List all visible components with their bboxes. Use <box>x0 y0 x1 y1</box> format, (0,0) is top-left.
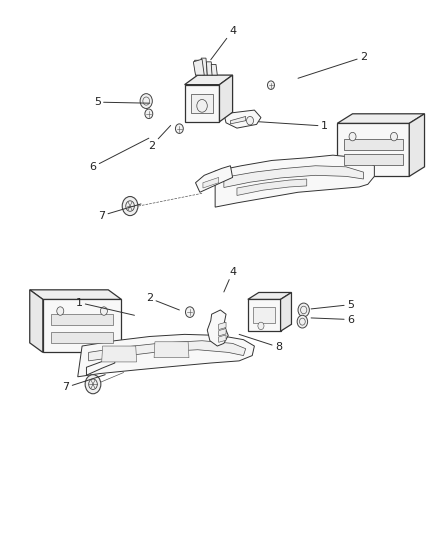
Polygon shape <box>343 139 402 150</box>
Circle shape <box>185 307 194 317</box>
Polygon shape <box>218 328 226 336</box>
Text: 2: 2 <box>146 293 179 310</box>
Circle shape <box>297 303 309 317</box>
Polygon shape <box>253 308 275 323</box>
Polygon shape <box>280 293 291 331</box>
Polygon shape <box>184 85 219 122</box>
Circle shape <box>122 197 138 216</box>
Polygon shape <box>247 293 291 300</box>
Text: 1: 1 <box>258 121 327 131</box>
Polygon shape <box>184 75 232 85</box>
Text: 4: 4 <box>210 26 236 60</box>
Polygon shape <box>43 300 121 352</box>
Polygon shape <box>218 335 226 342</box>
Polygon shape <box>194 60 200 75</box>
Text: 2: 2 <box>148 125 170 151</box>
Polygon shape <box>30 290 121 300</box>
Polygon shape <box>30 290 43 352</box>
Text: 2: 2 <box>297 52 366 78</box>
Circle shape <box>145 109 152 118</box>
Text: 6: 6 <box>311 314 353 325</box>
Polygon shape <box>78 334 254 377</box>
Circle shape <box>257 322 263 329</box>
Text: 5: 5 <box>311 300 353 310</box>
Circle shape <box>85 375 101 394</box>
Polygon shape <box>206 62 212 75</box>
Polygon shape <box>237 179 306 196</box>
Circle shape <box>348 132 355 141</box>
Polygon shape <box>193 59 204 75</box>
Polygon shape <box>86 357 115 375</box>
Circle shape <box>140 94 152 109</box>
Polygon shape <box>88 341 245 361</box>
Text: 4: 4 <box>223 267 236 292</box>
Polygon shape <box>50 314 113 325</box>
Text: 8: 8 <box>239 334 281 352</box>
Polygon shape <box>154 342 188 358</box>
Text: 7: 7 <box>62 375 105 392</box>
Polygon shape <box>223 110 260 128</box>
Polygon shape <box>211 64 217 75</box>
Circle shape <box>100 307 107 316</box>
Polygon shape <box>202 177 218 188</box>
Text: 5: 5 <box>94 97 149 107</box>
Polygon shape <box>195 166 232 192</box>
Polygon shape <box>336 114 424 123</box>
Circle shape <box>390 132 396 141</box>
Circle shape <box>267 81 274 90</box>
Circle shape <box>246 116 253 125</box>
Polygon shape <box>343 154 402 165</box>
Polygon shape <box>408 114 424 176</box>
Polygon shape <box>219 75 232 122</box>
Polygon shape <box>218 322 226 329</box>
Polygon shape <box>102 346 136 362</box>
Circle shape <box>175 124 183 133</box>
Polygon shape <box>247 300 280 331</box>
Polygon shape <box>190 94 213 113</box>
Circle shape <box>57 307 64 316</box>
Text: 6: 6 <box>89 138 148 172</box>
Polygon shape <box>336 123 408 176</box>
Text: 1: 1 <box>75 297 134 316</box>
Polygon shape <box>50 332 113 343</box>
Polygon shape <box>207 310 228 346</box>
Polygon shape <box>223 166 363 188</box>
Polygon shape <box>230 116 245 124</box>
Circle shape <box>297 316 307 328</box>
Text: 7: 7 <box>98 204 141 221</box>
Polygon shape <box>201 58 207 75</box>
Circle shape <box>196 100 207 112</box>
Polygon shape <box>215 155 374 207</box>
